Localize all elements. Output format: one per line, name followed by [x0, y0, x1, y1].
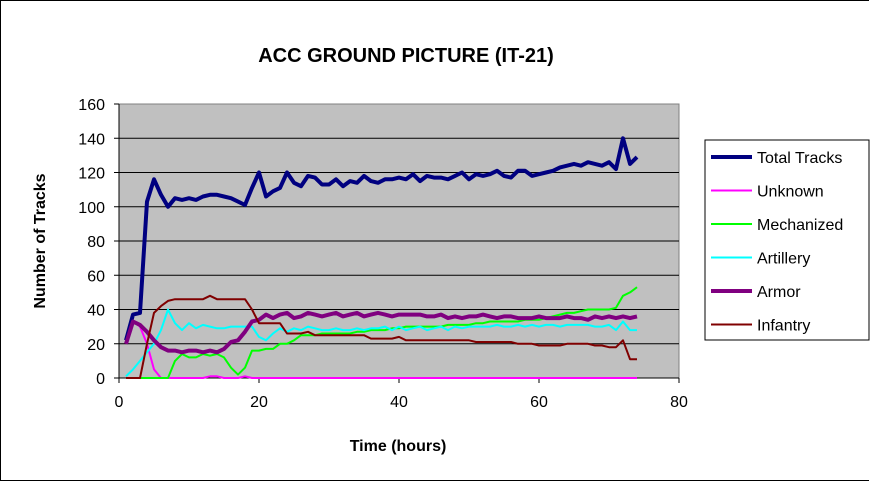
y-tick-label: 60 — [87, 268, 105, 285]
y-axis-title: Number of Tracks — [32, 173, 49, 308]
legend-label-mechanized: Mechanized — [757, 217, 843, 234]
y-tick-label: 0 — [96, 371, 105, 388]
y-tick-label: 20 — [87, 337, 105, 354]
x-tick-label: 20 — [250, 394, 268, 411]
legend-label-armor: Armor — [757, 284, 801, 301]
series-line-artillery — [125, 308, 637, 378]
legend: Total Tracks Unknown Mechanized Artillery Ar… — [711, 150, 843, 335]
legend-box — [704, 139, 870, 341]
series-line-armor — [124, 310, 638, 355]
x-tick-label: 0 — [115, 394, 124, 411]
legend-label-artillery: Artillery — [757, 251, 810, 268]
series-line-total-tracks — [124, 136, 639, 341]
legend-label-infantry: Infantry — [757, 318, 810, 335]
legend-label-total-tracks: Total Tracks — [757, 150, 842, 167]
y-tick-label: 140 — [78, 131, 105, 148]
chart-title: ACC GROUND PICTURE (IT-21) — [258, 45, 554, 67]
series-layer — [124, 136, 639, 379]
y-tick-label: 40 — [87, 303, 105, 320]
gridlines — [114, 103, 679, 379]
y-tick-label: 120 — [78, 166, 105, 183]
y-tick-label: 80 — [87, 234, 105, 251]
y-tick-label: 160 — [78, 97, 105, 114]
y-tick-labels: 0 20 40 60 80 100 120 140 160 — [78, 97, 105, 388]
x-tick-label: 40 — [390, 394, 408, 411]
x-tick-label: 80 — [670, 394, 688, 411]
legend-label-unknown: Unknown — [757, 184, 824, 201]
x-tick-label: 60 — [530, 394, 548, 411]
series-line-infantry — [126, 294, 637, 379]
x-axis-title: Time (hours) — [350, 438, 447, 455]
x-tick-labels: 0 20 40 60 80 — [115, 394, 688, 411]
series-line-unknown — [125, 320, 637, 379]
y-tick-label: 100 — [78, 200, 105, 217]
